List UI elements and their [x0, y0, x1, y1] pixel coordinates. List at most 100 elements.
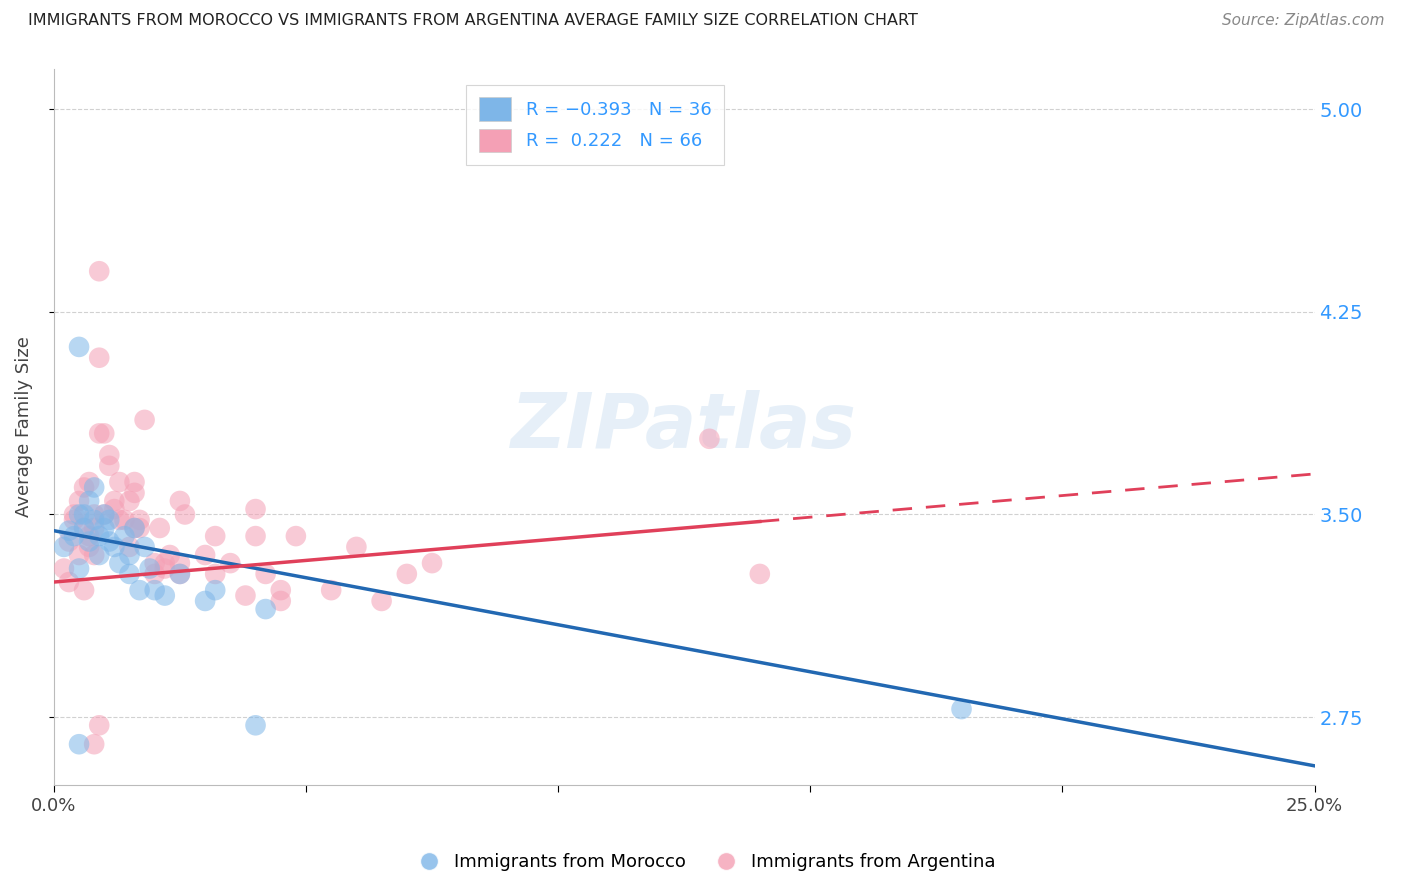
Point — [67, 508, 90, 522]
Point — [321, 583, 343, 598]
Point — [98, 458, 121, 473]
Point — [204, 529, 226, 543]
Y-axis label: Average Family Size: Average Family Size — [15, 336, 32, 517]
Point — [83, 513, 105, 527]
Point — [143, 583, 166, 598]
Point — [77, 540, 100, 554]
Point — [284, 529, 307, 543]
Point — [245, 529, 267, 543]
Point — [153, 561, 176, 575]
Point — [89, 426, 111, 441]
Point — [73, 521, 96, 535]
Point — [58, 534, 80, 549]
Point — [124, 475, 146, 489]
Legend: Immigrants from Morocco, Immigrants from Argentina: Immigrants from Morocco, Immigrants from… — [404, 847, 1002, 879]
Point — [118, 566, 141, 581]
Point — [103, 494, 125, 508]
Text: ZIPatlas: ZIPatlas — [512, 390, 858, 464]
Point — [149, 521, 172, 535]
Legend: R = −0.393   N = 36, R =  0.222   N = 66: R = −0.393 N = 36, R = 0.222 N = 66 — [467, 85, 724, 164]
Point — [67, 548, 90, 562]
Point — [114, 513, 136, 527]
Point — [194, 594, 217, 608]
Point — [108, 513, 131, 527]
Point — [138, 561, 160, 575]
Point — [124, 521, 146, 535]
Point — [89, 351, 111, 365]
Point — [124, 521, 146, 535]
Point — [344, 540, 367, 554]
Point — [950, 702, 973, 716]
Text: IMMIGRANTS FROM MOROCCO VS IMMIGRANTS FROM ARGENTINA AVERAGE FAMILY SIZE CORRELA: IMMIGRANTS FROM MOROCCO VS IMMIGRANTS FR… — [28, 13, 918, 29]
Point — [52, 561, 75, 575]
Point — [93, 521, 115, 535]
Point — [204, 583, 226, 598]
Point — [103, 502, 125, 516]
Point — [395, 566, 418, 581]
Point — [169, 566, 191, 581]
Point — [83, 548, 105, 562]
Point — [235, 589, 257, 603]
Point — [370, 594, 392, 608]
Point — [108, 475, 131, 489]
Point — [143, 566, 166, 581]
Point — [83, 737, 105, 751]
Point — [748, 566, 770, 581]
Point — [134, 413, 156, 427]
Point — [124, 486, 146, 500]
Point — [108, 556, 131, 570]
Point — [67, 737, 90, 751]
Point — [89, 264, 111, 278]
Point — [73, 583, 96, 598]
Point — [93, 508, 115, 522]
Point — [153, 589, 176, 603]
Point — [77, 494, 100, 508]
Point — [118, 548, 141, 562]
Point — [194, 548, 217, 562]
Point — [83, 480, 105, 494]
Point — [169, 494, 191, 508]
Point — [89, 529, 111, 543]
Text: Source: ZipAtlas.com: Source: ZipAtlas.com — [1222, 13, 1385, 29]
Point — [67, 340, 90, 354]
Point — [89, 548, 111, 562]
Point — [270, 594, 292, 608]
Point — [73, 480, 96, 494]
Point — [128, 583, 150, 598]
Point — [98, 448, 121, 462]
Point — [63, 529, 86, 543]
Point — [58, 575, 80, 590]
Point — [128, 513, 150, 527]
Point — [77, 529, 100, 543]
Point — [93, 426, 115, 441]
Point — [420, 556, 443, 570]
Point — [204, 566, 226, 581]
Point — [128, 521, 150, 535]
Point — [58, 524, 80, 538]
Point — [93, 508, 115, 522]
Point — [63, 508, 86, 522]
Point — [98, 513, 121, 527]
Point — [699, 432, 721, 446]
Point — [52, 540, 75, 554]
Point — [118, 540, 141, 554]
Point — [219, 556, 242, 570]
Point — [114, 529, 136, 543]
Point — [169, 566, 191, 581]
Point — [169, 556, 191, 570]
Point — [103, 540, 125, 554]
Point — [77, 534, 100, 549]
Point — [83, 508, 105, 522]
Point — [254, 602, 277, 616]
Point — [73, 521, 96, 535]
Point — [143, 556, 166, 570]
Point — [77, 475, 100, 489]
Point — [63, 513, 86, 527]
Point — [83, 521, 105, 535]
Point — [153, 556, 176, 570]
Point — [134, 540, 156, 554]
Point — [254, 566, 277, 581]
Point — [73, 508, 96, 522]
Point — [270, 583, 292, 598]
Point — [67, 494, 90, 508]
